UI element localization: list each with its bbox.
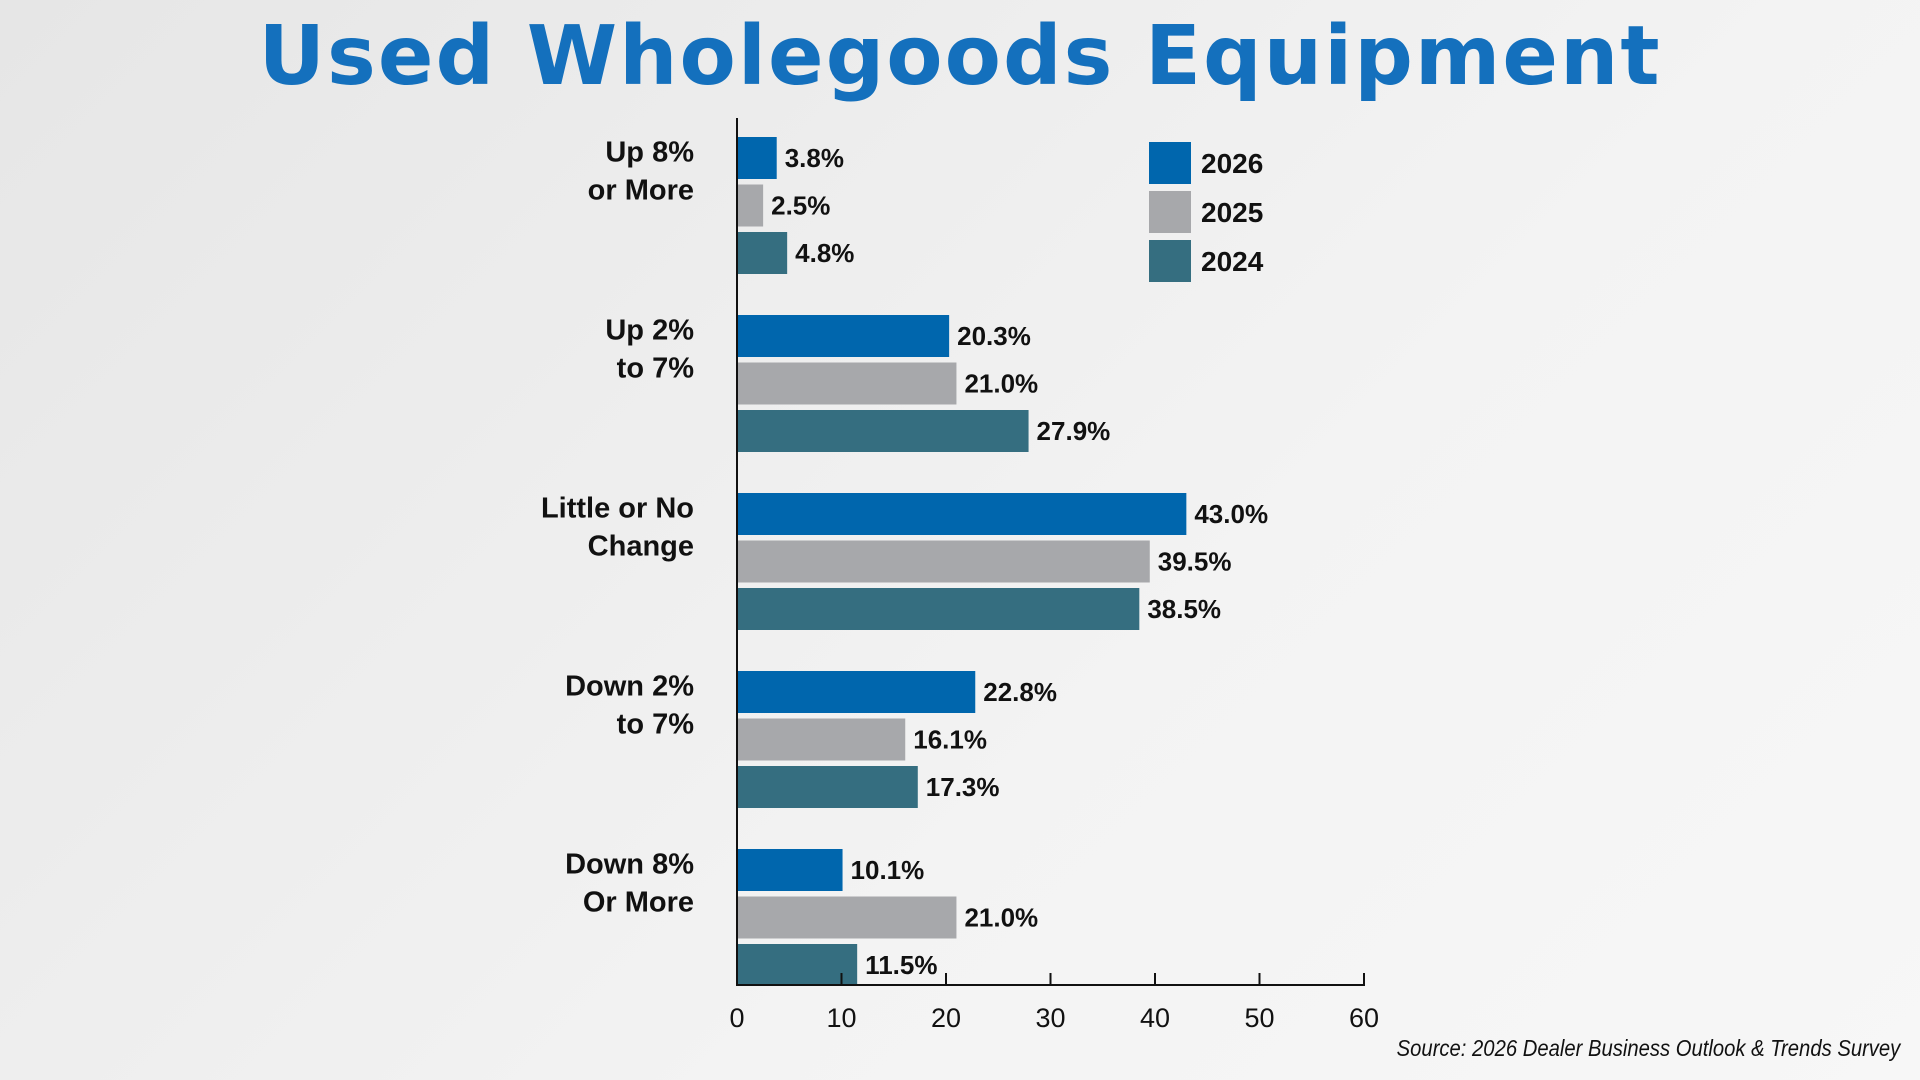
category-label-4-1: Or More (583, 887, 694, 919)
bar-2024-4 (737, 944, 858, 986)
bar-2026-1 (737, 315, 950, 357)
chart-title: Used Wholegoods Equipment (258, 9, 1662, 104)
bar-2024-0 (737, 232, 788, 274)
source-note: Source: 2026 Dealer Business Outlook & T… (1396, 1035, 1900, 1061)
category-label-0-0: Up 8% (605, 137, 694, 169)
bar-2025-3 (737, 718, 906, 761)
category-label-0-1: or More (588, 175, 694, 207)
category-label-1-1: to 7% (617, 353, 695, 385)
bar-2025-2 (737, 540, 1150, 583)
legend-label-2026: 2026 (1201, 148, 1263, 179)
bar-2025-4 (737, 896, 957, 939)
data-label-2026-1: 20.3% (957, 321, 1031, 351)
bar-2026-2 (737, 493, 1187, 535)
x-tick-label-6: 60 (1349, 1003, 1379, 1033)
category-label-1-0: Up 2% (605, 315, 694, 347)
data-label-2026-4: 10.1% (851, 855, 925, 885)
data-label-2025-2: 39.5% (1158, 547, 1232, 577)
legend-swatch-2025 (1149, 191, 1191, 233)
data-label-2025-3: 16.1% (913, 725, 987, 755)
legend-swatch-2026 (1149, 142, 1191, 184)
category-label-2-0: Little or No (541, 493, 694, 525)
bar-2024-1 (737, 410, 1029, 452)
data-label-2026-0: 3.8% (785, 143, 844, 173)
data-label-2025-4: 21.0% (964, 903, 1038, 933)
legend-label-2024: 2024 (1201, 246, 1264, 277)
data-label-2024-4: 11.5% (865, 950, 937, 980)
data-label-2025-1: 21.0% (964, 369, 1038, 399)
x-tick-label-0: 0 (729, 1003, 744, 1033)
bar-2024-2 (737, 588, 1140, 630)
data-label-2024-2: 38.5% (1147, 594, 1221, 624)
category-label-3-1: to 7% (617, 709, 695, 741)
data-label-2026-3: 22.8% (983, 677, 1057, 707)
legend-swatch-2024 (1149, 240, 1191, 282)
data-label-2024-0: 4.8% (795, 238, 854, 268)
category-label-2-1: Change (588, 531, 694, 563)
bar-2025-0 (737, 184, 764, 227)
x-tick-label-1: 10 (826, 1003, 856, 1033)
legend-label-2025: 2025 (1201, 197, 1263, 228)
bar-2025-1 (737, 362, 957, 405)
category-label-3-0: Down 2% (565, 671, 694, 703)
x-tick-label-2: 20 (931, 1003, 961, 1033)
bar-2026-4 (737, 849, 843, 891)
bar-2026-0 (737, 137, 777, 179)
x-tick-label-5: 50 (1244, 1003, 1274, 1033)
data-label-2026-2: 43.0% (1194, 499, 1268, 529)
category-label-4-0: Down 8% (565, 849, 694, 881)
x-tick-label-3: 30 (1035, 1003, 1065, 1033)
bar-2024-3 (737, 766, 918, 808)
data-label-2025-0: 2.5% (771, 191, 830, 221)
data-label-2024-3: 17.3% (926, 772, 1000, 802)
x-tick-label-4: 40 (1140, 1003, 1170, 1033)
data-label-2024-1: 27.9% (1037, 416, 1111, 446)
bar-2026-3 (737, 671, 976, 713)
